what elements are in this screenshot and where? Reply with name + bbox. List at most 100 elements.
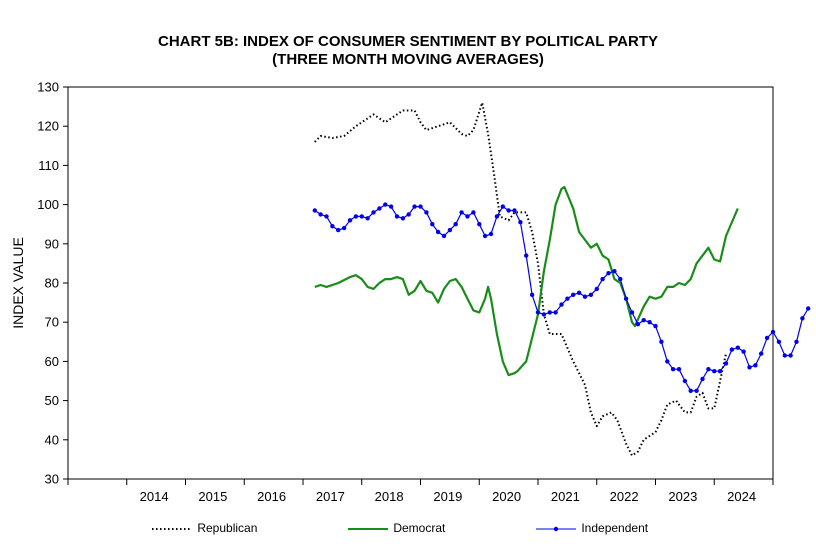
data-point-independent	[412, 204, 417, 209]
data-point-independent	[753, 363, 758, 368]
data-point-independent	[547, 310, 552, 315]
x-tick-label: 2015	[198, 489, 227, 504]
data-point-independent	[670, 367, 676, 372]
data-point-independent	[794, 339, 799, 344]
x-tick-label: 2023	[668, 489, 697, 504]
x-tick-label: 2019	[433, 489, 462, 504]
data-point-independent	[717, 369, 723, 374]
series-line-independent	[314, 204, 809, 392]
data-point-independent	[435, 229, 441, 235]
x-tick-label: 2024	[727, 489, 756, 504]
legend-label-republican: Republican	[197, 521, 258, 535]
data-point-independent	[447, 227, 453, 233]
y-tick-label: 50	[45, 393, 59, 408]
data-point-independent	[494, 214, 500, 219]
data-point-independent	[341, 225, 347, 231]
data-point-independent	[694, 388, 699, 393]
data-point-independent	[482, 233, 488, 239]
data-point-independent	[629, 310, 635, 315]
data-point-independent	[488, 231, 494, 237]
y-tick-label: 30	[45, 472, 59, 487]
data-point-independent	[576, 290, 582, 295]
legend-item-independent: Independent	[534, 521, 648, 535]
series-line-democrat	[314, 185, 739, 377]
y-tick-label: 80	[45, 276, 59, 291]
chart-subtitle: (THREE MONTH MOVING AVERAGES)	[272, 51, 544, 68]
data-point-independent	[776, 339, 782, 344]
x-tick-label: 2018	[375, 489, 404, 504]
data-point-independent	[800, 316, 805, 321]
y-tick-label: 90	[45, 236, 59, 251]
y-tick-label: 70	[45, 315, 59, 330]
data-point-independent	[406, 212, 411, 217]
data-point-independent	[594, 286, 599, 292]
data-point-independent	[700, 376, 705, 382]
data-point-independent	[571, 292, 576, 297]
data-point-independent	[365, 216, 370, 221]
data-point-independent	[400, 216, 406, 221]
data-point-independent	[453, 222, 458, 227]
data-point-independent	[541, 312, 547, 317]
data-point-independent	[383, 202, 388, 207]
data-point-independent	[459, 210, 464, 215]
data-point-independent	[524, 253, 529, 258]
data-point-independent	[735, 345, 740, 350]
data-point-independent	[318, 212, 323, 217]
data-point-independent	[336, 227, 341, 233]
data-point-independent	[764, 335, 770, 341]
x-tick-label: 2021	[551, 489, 580, 504]
data-point-independent	[641, 318, 646, 323]
data-point-independent	[653, 323, 658, 329]
data-point-independent	[688, 388, 693, 393]
axes: 30 40 50 60 70 80 90 100 110 120 130 2014 2015 2016 20…	[37, 80, 774, 504]
data-point-independent	[676, 367, 682, 372]
data-point-independent	[553, 310, 558, 315]
x-tick-label: 2016	[257, 489, 286, 504]
data-point-independent	[770, 329, 776, 335]
data-point-independent	[312, 208, 317, 213]
y-tick-label: 130	[37, 80, 59, 95]
y-tick-label: 40	[45, 432, 59, 447]
data-point-independent	[682, 378, 688, 384]
series-lines	[312, 101, 811, 457]
legend-label-independent: Independent	[581, 521, 649, 535]
data-point-independent	[559, 302, 564, 307]
y-axis-label: INDEX VALUE	[10, 237, 26, 329]
data-point-independent	[565, 296, 570, 301]
data-point-independent	[324, 214, 329, 219]
x-tick-label: 2022	[610, 489, 639, 504]
x-tick-label: 2017	[316, 489, 345, 504]
data-point-independent	[723, 361, 729, 366]
data-point-independent	[612, 269, 617, 274]
data-point-independent	[712, 369, 717, 374]
data-point-independent	[424, 210, 429, 215]
data-point-independent	[600, 276, 605, 282]
data-point-independent	[635, 322, 641, 327]
data-point-independent	[347, 218, 353, 223]
x-tick-label: 2014	[140, 489, 169, 504]
data-point-independent	[465, 214, 470, 219]
data-point-independent	[418, 204, 423, 209]
y-tick-label: 60	[45, 354, 59, 369]
data-point-independent	[623, 296, 629, 301]
data-point-independent	[747, 365, 752, 370]
data-point-independent	[518, 220, 523, 225]
data-point-independent	[759, 351, 764, 356]
y-tick-label: 100	[37, 197, 59, 212]
chart-title: CHART 5B: INDEX OF CONSUMER SENTIMENT BY…	[157, 33, 659, 50]
data-point-independent	[665, 359, 670, 364]
data-point-independent	[471, 210, 476, 215]
data-point-independent	[388, 204, 394, 209]
legend-item-republican: Republican	[150, 521, 257, 535]
y-tick-label: 120	[37, 119, 59, 134]
data-point-independent	[500, 204, 505, 209]
data-point-independent	[529, 292, 535, 297]
data-point-independent	[377, 206, 382, 211]
data-point-independent	[741, 349, 746, 354]
x-tick-label: 2020	[492, 489, 521, 504]
data-point-independent	[353, 214, 359, 219]
data-point-independent	[782, 353, 787, 358]
data-point-independent	[371, 210, 376, 215]
y-tick-label: 110	[38, 158, 59, 173]
